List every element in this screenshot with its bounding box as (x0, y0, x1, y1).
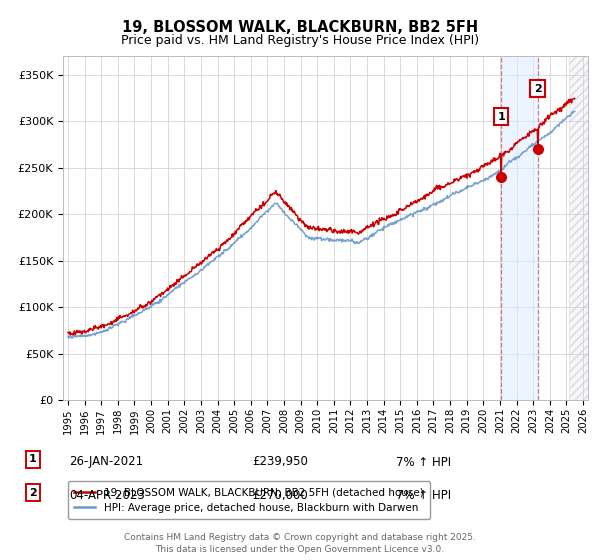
Text: 7% ↑ HPI: 7% ↑ HPI (396, 455, 451, 469)
Text: Price paid vs. HM Land Registry's House Price Index (HPI): Price paid vs. HM Land Registry's House … (121, 34, 479, 46)
Bar (569, 56, 588, 400)
Bar (569, 56, 588, 400)
Bar (569, 56, 588, 400)
Text: £270,000: £270,000 (252, 489, 308, 502)
Text: 26-JAN-2021: 26-JAN-2021 (69, 455, 143, 469)
Text: 19, BLOSSOM WALK, BLACKBURN, BB2 5FH: 19, BLOSSOM WALK, BLACKBURN, BB2 5FH (122, 20, 478, 35)
Text: 7% ↑ HPI: 7% ↑ HPI (396, 489, 451, 502)
Text: Contains HM Land Registry data © Crown copyright and database right 2025.
This d: Contains HM Land Registry data © Crown c… (124, 533, 476, 554)
Text: 1: 1 (497, 111, 505, 122)
Legend: 19, BLOSSOM WALK, BLACKBURN, BB2 5FH (detached house), HPI: Average price, detac: 19, BLOSSOM WALK, BLACKBURN, BB2 5FH (de… (68, 482, 430, 519)
Text: 04-APR-2023: 04-APR-2023 (69, 489, 145, 502)
Text: 2: 2 (29, 488, 37, 498)
Text: £239,950: £239,950 (252, 455, 308, 469)
Text: 2: 2 (534, 83, 542, 94)
Bar (501, 56, 538, 400)
Text: 1: 1 (29, 454, 37, 464)
